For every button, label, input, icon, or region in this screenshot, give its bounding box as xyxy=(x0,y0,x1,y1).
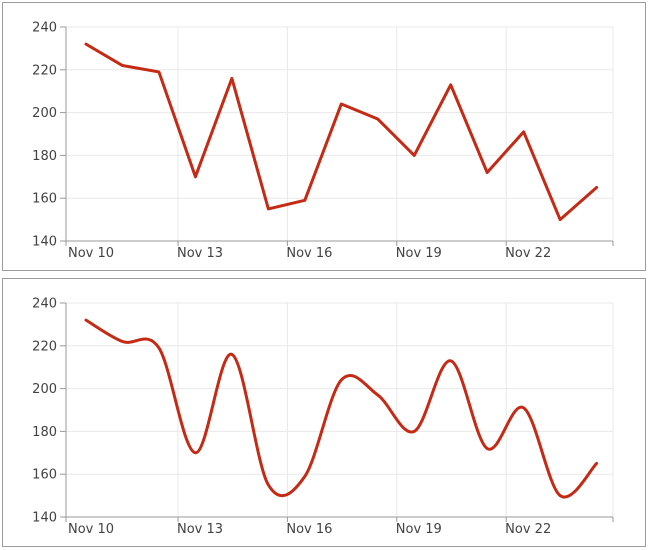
x-tick-label: Nov 10 xyxy=(68,522,114,537)
spline-chart: 140 160 180 200 220 240 Nov 10 Nov 13 Nov 16 Nov … xyxy=(32,297,614,537)
line-series-path xyxy=(84,42,599,222)
x-tick-label: Nov 19 xyxy=(396,246,442,261)
y-tick-label: 180 xyxy=(32,425,57,440)
spline-chart-panel: 140 160 180 200 220 240 Nov 10 Nov 13 Nov 16 Nov … xyxy=(2,278,646,547)
x-tick-label: Nov 22 xyxy=(505,246,551,261)
y-tick-label: 220 xyxy=(32,339,57,354)
spline-series-path xyxy=(84,318,599,499)
y-tick-label: 180 xyxy=(32,149,57,164)
y-tick-label: 160 xyxy=(32,192,57,207)
y-tick-label: 140 xyxy=(32,511,57,526)
y-tick-label: 200 xyxy=(32,382,57,397)
y-tick-label: 140 xyxy=(32,235,57,250)
y-tick-label: 200 xyxy=(32,106,57,121)
x-tick-label: Nov 16 xyxy=(286,522,332,537)
y-tick-label: 240 xyxy=(32,21,57,36)
line-chart: 140 160 180 200 220 240 Nov 10 Nov 13 Nov 16 Nov … xyxy=(32,21,614,261)
y-tick-label: 160 xyxy=(32,468,57,483)
x-tick-label: Nov 22 xyxy=(505,522,551,537)
y-tick-label: 240 xyxy=(32,297,57,312)
y-tick-label: 220 xyxy=(32,63,57,78)
x-tick-label: Nov 13 xyxy=(177,246,223,261)
x-tick-label: Nov 10 xyxy=(68,246,114,261)
x-tick-label: Nov 13 xyxy=(177,522,223,537)
x-tick-label: Nov 16 xyxy=(286,246,332,261)
x-tick-label: Nov 19 xyxy=(396,522,442,537)
line-chart-panel: 140 160 180 200 220 240 Nov 10 Nov 13 Nov 16 Nov … xyxy=(2,2,646,271)
